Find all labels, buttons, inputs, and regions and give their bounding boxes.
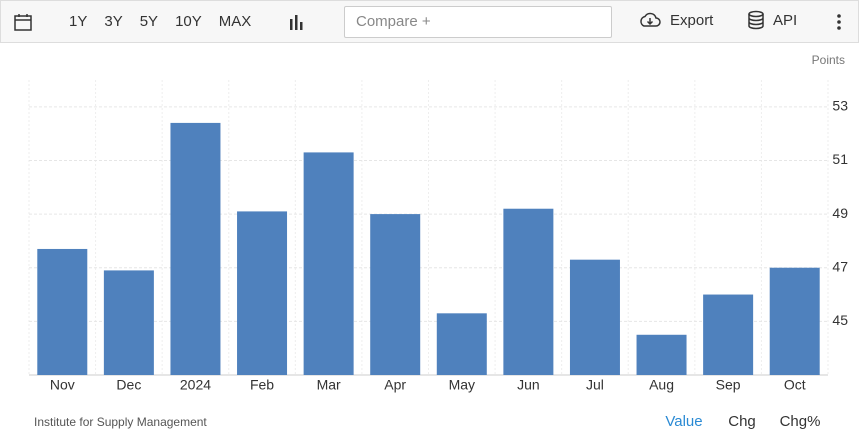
y-tick-label: 49 <box>832 205 848 221</box>
range-button[interactable]: 5Y <box>139 13 159 30</box>
x-tick-label: Aug <box>649 377 674 393</box>
export-label: Export <box>670 11 714 29</box>
bar <box>636 334 687 375</box>
range-button[interactable]: 10Y <box>175 13 202 30</box>
y-tick-label: 45 <box>832 312 848 328</box>
api-button[interactable]: API <box>747 10 797 30</box>
x-tick-label: Oct <box>784 377 806 393</box>
value-mode-tab[interactable]: Chg <box>728 413 756 430</box>
api-label: API <box>773 11 798 29</box>
range-button[interactable]: MAX <box>218 13 252 30</box>
bar <box>436 313 487 375</box>
y-tick-label: 51 <box>832 151 848 167</box>
export-button[interactable]: Export <box>638 10 713 30</box>
x-tick-label: Feb <box>250 377 274 393</box>
toolbar: 1Y 3Y 5Y 10Y MAX Compare + Export API <box>0 0 859 43</box>
bar <box>303 152 354 375</box>
bar <box>703 294 754 375</box>
bar <box>37 248 88 375</box>
x-tick-label: 2024 <box>180 377 211 393</box>
bar <box>503 208 554 375</box>
menu-icon[interactable] <box>836 13 842 31</box>
value-mode-tab[interactable]: Value <box>665 413 702 430</box>
database-icon <box>748 10 764 30</box>
x-tick-label: Jul <box>586 377 604 393</box>
unit-label: Points <box>812 53 845 67</box>
range-button[interactable]: 3Y <box>104 13 123 30</box>
bar <box>370 214 421 375</box>
range-button[interactable]: 1Y <box>69 13 88 30</box>
x-tick-label: Apr <box>384 377 406 393</box>
bar <box>769 267 820 375</box>
x-tick-label: Nov <box>50 377 75 393</box>
bar <box>103 270 154 375</box>
value-mode-tab[interactable]: Chg% <box>780 413 821 430</box>
bar <box>569 259 620 375</box>
y-tick-label: 53 <box>832 98 848 114</box>
x-tick-label: Dec <box>116 377 141 393</box>
x-tick-label: Mar <box>317 377 341 393</box>
compare-input[interactable]: Compare + <box>344 6 612 38</box>
x-tick-label: Sep <box>716 377 741 393</box>
calendar-icon[interactable] <box>13 12 33 32</box>
x-tick-label: Jun <box>517 377 540 393</box>
chart-type-icon[interactable] <box>288 13 306 31</box>
x-tick-label: May <box>449 377 475 393</box>
source: Institute for Supply Management <box>34 415 207 429</box>
bar <box>170 122 221 375</box>
bar <box>237 211 288 375</box>
y-tick-label: 47 <box>832 258 848 274</box>
cloud-icon <box>640 12 661 27</box>
